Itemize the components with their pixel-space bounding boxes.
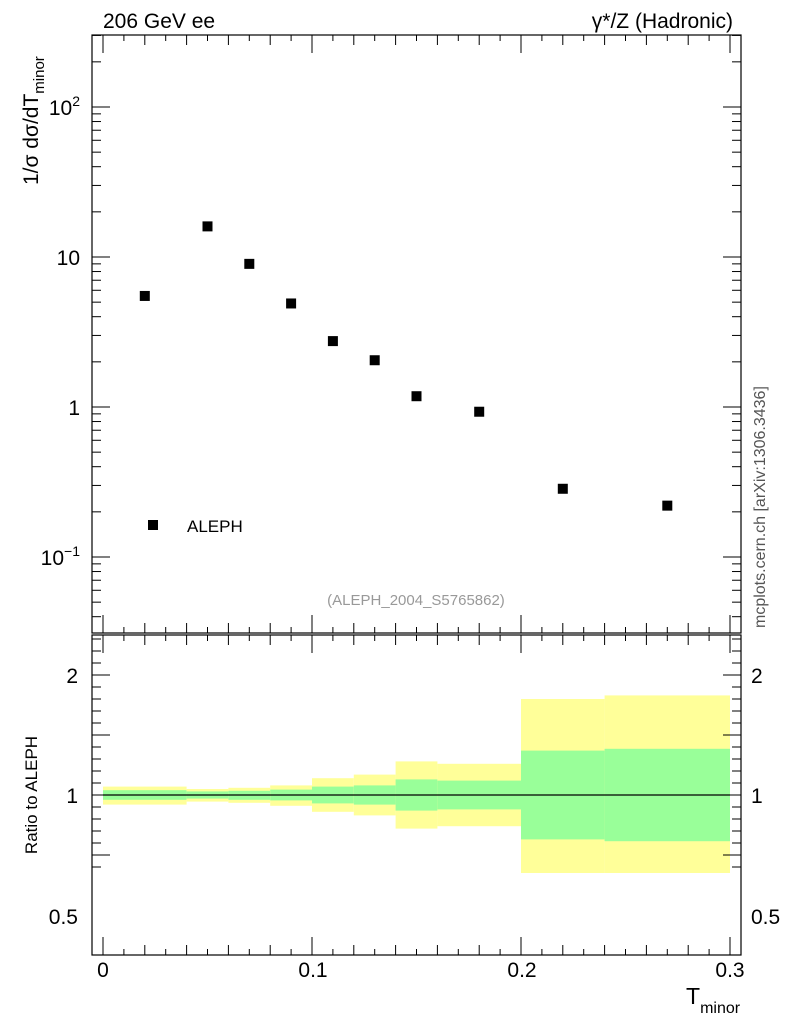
ratio-bands: [103, 695, 730, 873]
ratio-axes: [92, 635, 741, 955]
legend-marker: [148, 520, 158, 530]
data-point-0: [139, 290, 150, 301]
xtick-label-0.3: 0.3: [715, 959, 744, 982]
ratio-ytick-right-2: 2: [751, 665, 763, 688]
x-axis-label: Tminor: [686, 983, 741, 1017]
data-point-2: [244, 258, 255, 269]
ratio-ytick-right-0.5: 0.5: [751, 906, 780, 929]
ratio-ytick-left-1: 1: [66, 785, 78, 808]
header-right-label: γ*/Z (Hadronic): [592, 10, 733, 33]
data-point-5: [369, 355, 380, 366]
ratio-y-axis-label: Ratio to ALEPH: [22, 736, 41, 854]
main-axes: [92, 34, 741, 633]
data-point-3: [286, 298, 297, 309]
data-point-4: [327, 336, 338, 347]
data-point-9: [662, 500, 673, 511]
main-data-points: [139, 221, 673, 511]
ratio-ytick-left-0.5: 0.5: [49, 906, 78, 929]
main-y-axis-label: 1/σ dσ/dTminor: [20, 56, 48, 185]
data-point-7: [474, 406, 485, 417]
xtick-label-0.2: 0.2: [507, 959, 536, 982]
ratio-ytick-right-1: 1: [751, 785, 763, 808]
ytick-label-10: 10: [57, 247, 80, 270]
data-point-6: [411, 391, 422, 402]
data-point-1: [202, 221, 213, 232]
ytick-label-1: 1: [68, 397, 80, 420]
xtick-label-0.1: 0.1: [298, 959, 327, 982]
header-left-label: 206 GeV ee: [103, 10, 215, 33]
side-credit-label: mcplots.cern.ch [arXiv:1306.3436]: [752, 386, 769, 628]
main-plot-frame: [91, 34, 742, 634]
ytick-label-100: 102: [49, 93, 80, 120]
xtick-label-0: 0: [97, 959, 109, 982]
ytick-label-0.1: 10−1: [41, 543, 81, 570]
analysis-id-label: (ALEPH_2004_S5765862): [327, 592, 505, 609]
legend-label: ALEPH: [187, 517, 243, 536]
data-point-8: [557, 483, 568, 494]
ratio-ytick-left-2: 2: [66, 665, 78, 688]
